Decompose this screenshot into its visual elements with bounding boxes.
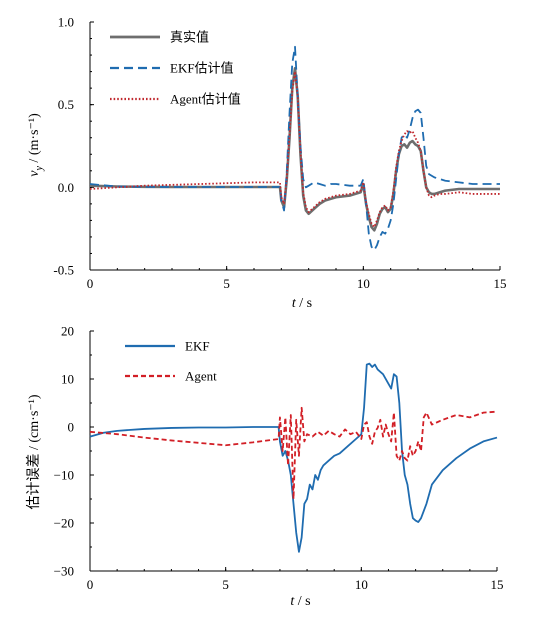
x-tick-label: 5 xyxy=(223,276,230,291)
x-axis-label-unit: / s xyxy=(296,296,312,311)
y-tick-label: −20 xyxy=(54,516,74,531)
legend-label: EKF估计值 xyxy=(170,61,234,76)
y-axis-label: 估计误差 / (cm·s⁻¹) xyxy=(26,394,42,509)
y-tick-label: 1.0 xyxy=(58,15,74,30)
series-line-1-3 xyxy=(89,70,500,228)
y-tick-label: 0.0 xyxy=(58,180,74,195)
x-axis-label-var: t xyxy=(290,594,295,609)
chart-2: 0 5 10 15 20 10 0 −10 −20 −30 t / s 估计误差 / (cm·s⁻¹)… xyxy=(26,324,504,610)
y-tick-label: 0 xyxy=(68,420,75,435)
series-line-2-2 xyxy=(89,406,498,500)
y-axis-label: vy / (m·s⁻¹) xyxy=(27,113,45,177)
legend-label: 真实值 xyxy=(170,30,209,45)
x-tick-label: 15 xyxy=(494,276,507,291)
y-axis-label-unit: / (m·s⁻¹) xyxy=(27,113,42,166)
series-line-1-1 xyxy=(89,66,500,232)
x-tick-label: 0 xyxy=(87,276,94,291)
x-tick-label: 0 xyxy=(87,577,94,592)
legend-label: Agent估计值 xyxy=(170,92,241,107)
x-axis-label-unit: / s xyxy=(294,594,310,609)
y-tick-label: 0.5 xyxy=(58,97,74,112)
x-tick-label: 5 xyxy=(222,577,229,592)
legend-label: EKF xyxy=(185,339,210,354)
x-tick-label: 15 xyxy=(491,577,504,592)
series-line-1-2 xyxy=(89,45,500,252)
y-axis-label-sub: y xyxy=(34,166,45,172)
y-axis-label-var: v xyxy=(27,170,42,177)
series-line-2-1 xyxy=(89,362,498,553)
y-tick-label: −10 xyxy=(54,468,74,483)
y-tick-label: −30 xyxy=(54,564,74,579)
y-tick-label: 20 xyxy=(61,324,74,339)
x-tick-label: 10 xyxy=(357,276,370,291)
legend-label: Agent xyxy=(185,369,217,384)
y-tick-label: 10 xyxy=(61,372,74,387)
y-tick-label: -0.5 xyxy=(53,263,74,278)
x-axis-label-var: t xyxy=(292,296,297,311)
x-axis-label: t / s xyxy=(292,296,312,311)
chart-1: 0 5 10 15 1.0 0.5 0.0 -0.5 t / s vy / (m·s⁻¹) 真实值 E… xyxy=(27,15,507,312)
x-tick-label: 10 xyxy=(355,577,368,592)
x-axis-label: t / s xyxy=(290,594,310,609)
